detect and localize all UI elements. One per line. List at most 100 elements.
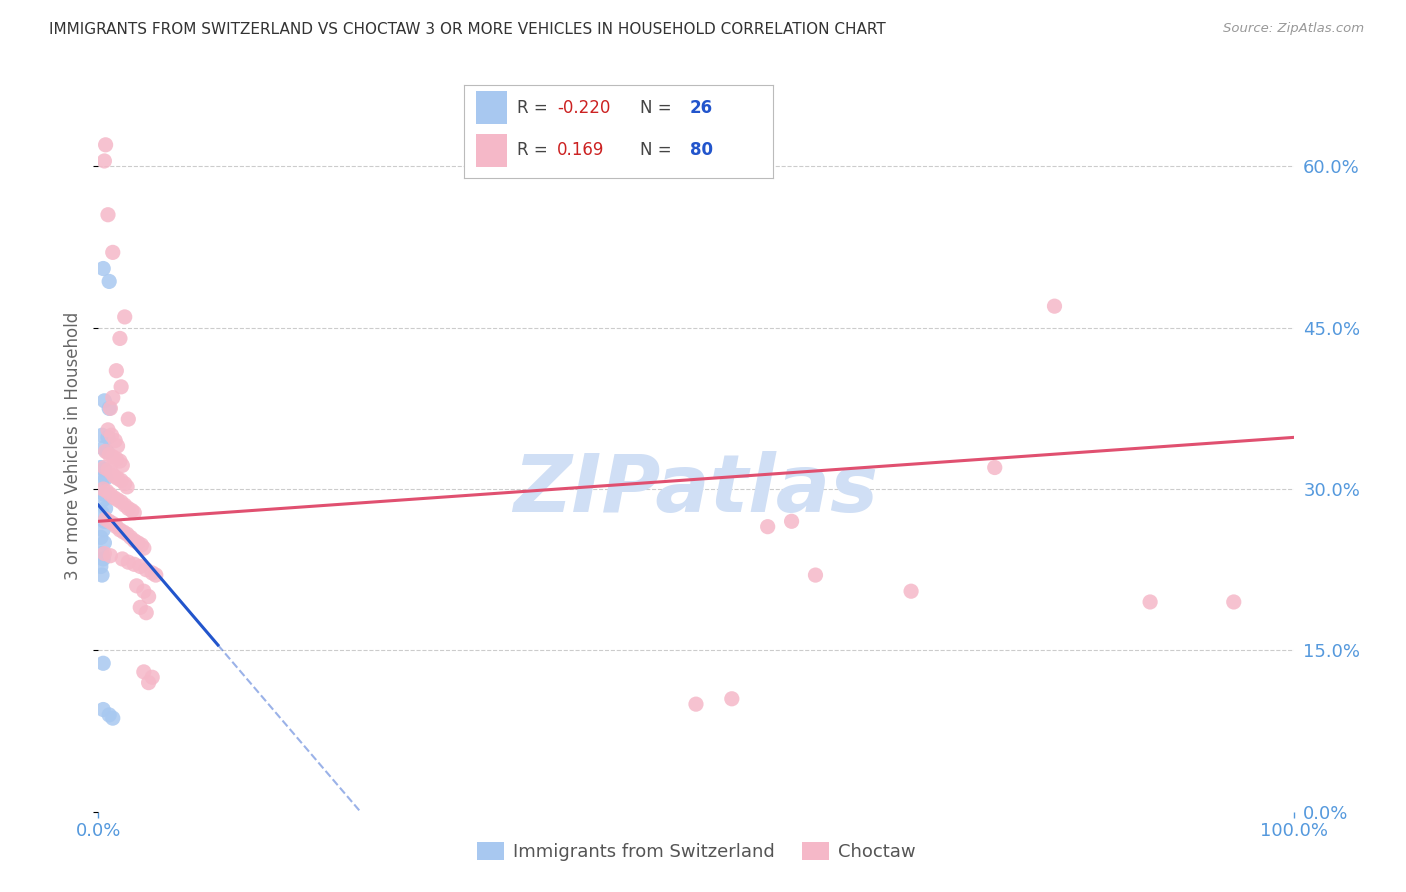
Text: N =: N =	[640, 141, 678, 160]
Point	[141, 670, 163, 684]
Point	[115, 527, 138, 541]
Point	[98, 707, 121, 722]
Point	[94, 471, 117, 485]
Point	[124, 506, 146, 520]
Point	[105, 364, 128, 378]
Point	[91, 506, 114, 520]
Text: R =: R =	[516, 99, 553, 117]
Point	[101, 450, 124, 464]
Point	[110, 380, 132, 394]
Point	[93, 536, 115, 550]
Point	[91, 261, 114, 276]
Text: ZIPatlas: ZIPatlas	[513, 450, 879, 529]
Point	[93, 547, 115, 561]
Point	[103, 491, 125, 505]
Point	[756, 519, 779, 533]
Point	[90, 460, 112, 475]
Point	[117, 412, 139, 426]
Point	[129, 600, 152, 615]
Text: 80: 80	[690, 141, 713, 160]
Bar	[477, 135, 508, 167]
Point	[124, 533, 146, 548]
Text: -0.220: -0.220	[557, 99, 610, 117]
Bar	[477, 91, 508, 124]
Point	[780, 514, 803, 528]
Point	[145, 568, 167, 582]
Point	[97, 430, 120, 444]
Text: 26: 26	[690, 99, 713, 117]
Point	[98, 401, 121, 416]
Point	[97, 208, 120, 222]
Point	[91, 702, 114, 716]
Point	[108, 331, 131, 345]
Point	[98, 514, 121, 528]
Point	[132, 541, 155, 556]
Point	[112, 524, 135, 539]
Point	[117, 555, 139, 569]
Point	[115, 480, 138, 494]
Text: IMMIGRANTS FROM SWITZERLAND VS CHOCTAW 3 OR MORE VEHICLES IN HOUSEHOLD CORRELATI: IMMIGRANTS FROM SWITZERLAND VS CHOCTAW 3…	[49, 22, 886, 37]
Point	[132, 665, 155, 679]
Point	[98, 275, 121, 289]
Point	[1043, 299, 1066, 313]
Point	[107, 439, 129, 453]
Text: R =: R =	[516, 141, 553, 160]
Point	[111, 552, 134, 566]
Point	[98, 487, 122, 501]
Point	[93, 460, 115, 475]
Point	[110, 474, 132, 488]
Point	[98, 401, 122, 416]
Point	[101, 711, 124, 725]
Point	[107, 471, 129, 485]
Text: Source: ZipAtlas.com: Source: ZipAtlas.com	[1223, 22, 1364, 36]
Point	[91, 568, 114, 582]
Point	[98, 448, 121, 462]
Point	[1223, 595, 1246, 609]
Point	[117, 501, 139, 516]
Point	[101, 391, 124, 405]
Point	[120, 530, 142, 544]
Point	[685, 697, 707, 711]
Point	[108, 454, 131, 468]
Point	[91, 492, 114, 507]
Point	[93, 463, 115, 477]
Point	[138, 675, 160, 690]
Point	[105, 451, 128, 466]
Point	[111, 458, 134, 473]
Y-axis label: 3 or more Vehicles in Household: 3 or more Vehicles in Household	[65, 312, 83, 580]
Point	[804, 568, 827, 582]
Point	[93, 153, 115, 168]
Point	[135, 606, 157, 620]
Point	[100, 428, 122, 442]
Point	[93, 393, 115, 408]
Point	[97, 463, 120, 477]
Text: N =: N =	[640, 99, 678, 117]
Point	[141, 566, 163, 580]
Point	[132, 584, 155, 599]
Legend: Immigrants from Switzerland, Choctaw: Immigrants from Switzerland, Choctaw	[470, 835, 922, 869]
Point	[129, 559, 152, 574]
Text: 0.169: 0.169	[557, 141, 605, 160]
Point	[114, 498, 136, 512]
Point	[100, 466, 122, 480]
Point	[105, 519, 128, 533]
Point	[135, 563, 157, 577]
Point	[96, 444, 118, 458]
Point	[91, 547, 114, 561]
Point	[984, 460, 1007, 475]
Point	[1139, 595, 1161, 609]
Point	[131, 538, 153, 552]
Point	[97, 423, 120, 437]
Point	[103, 469, 125, 483]
Point	[127, 536, 149, 550]
Point	[114, 476, 136, 491]
Point	[91, 428, 114, 442]
Point	[91, 657, 114, 671]
Point	[101, 516, 124, 531]
Point	[94, 501, 117, 516]
Point	[138, 590, 160, 604]
Point	[96, 484, 118, 499]
Point	[900, 584, 922, 599]
Point	[114, 310, 136, 324]
Point	[91, 474, 114, 488]
